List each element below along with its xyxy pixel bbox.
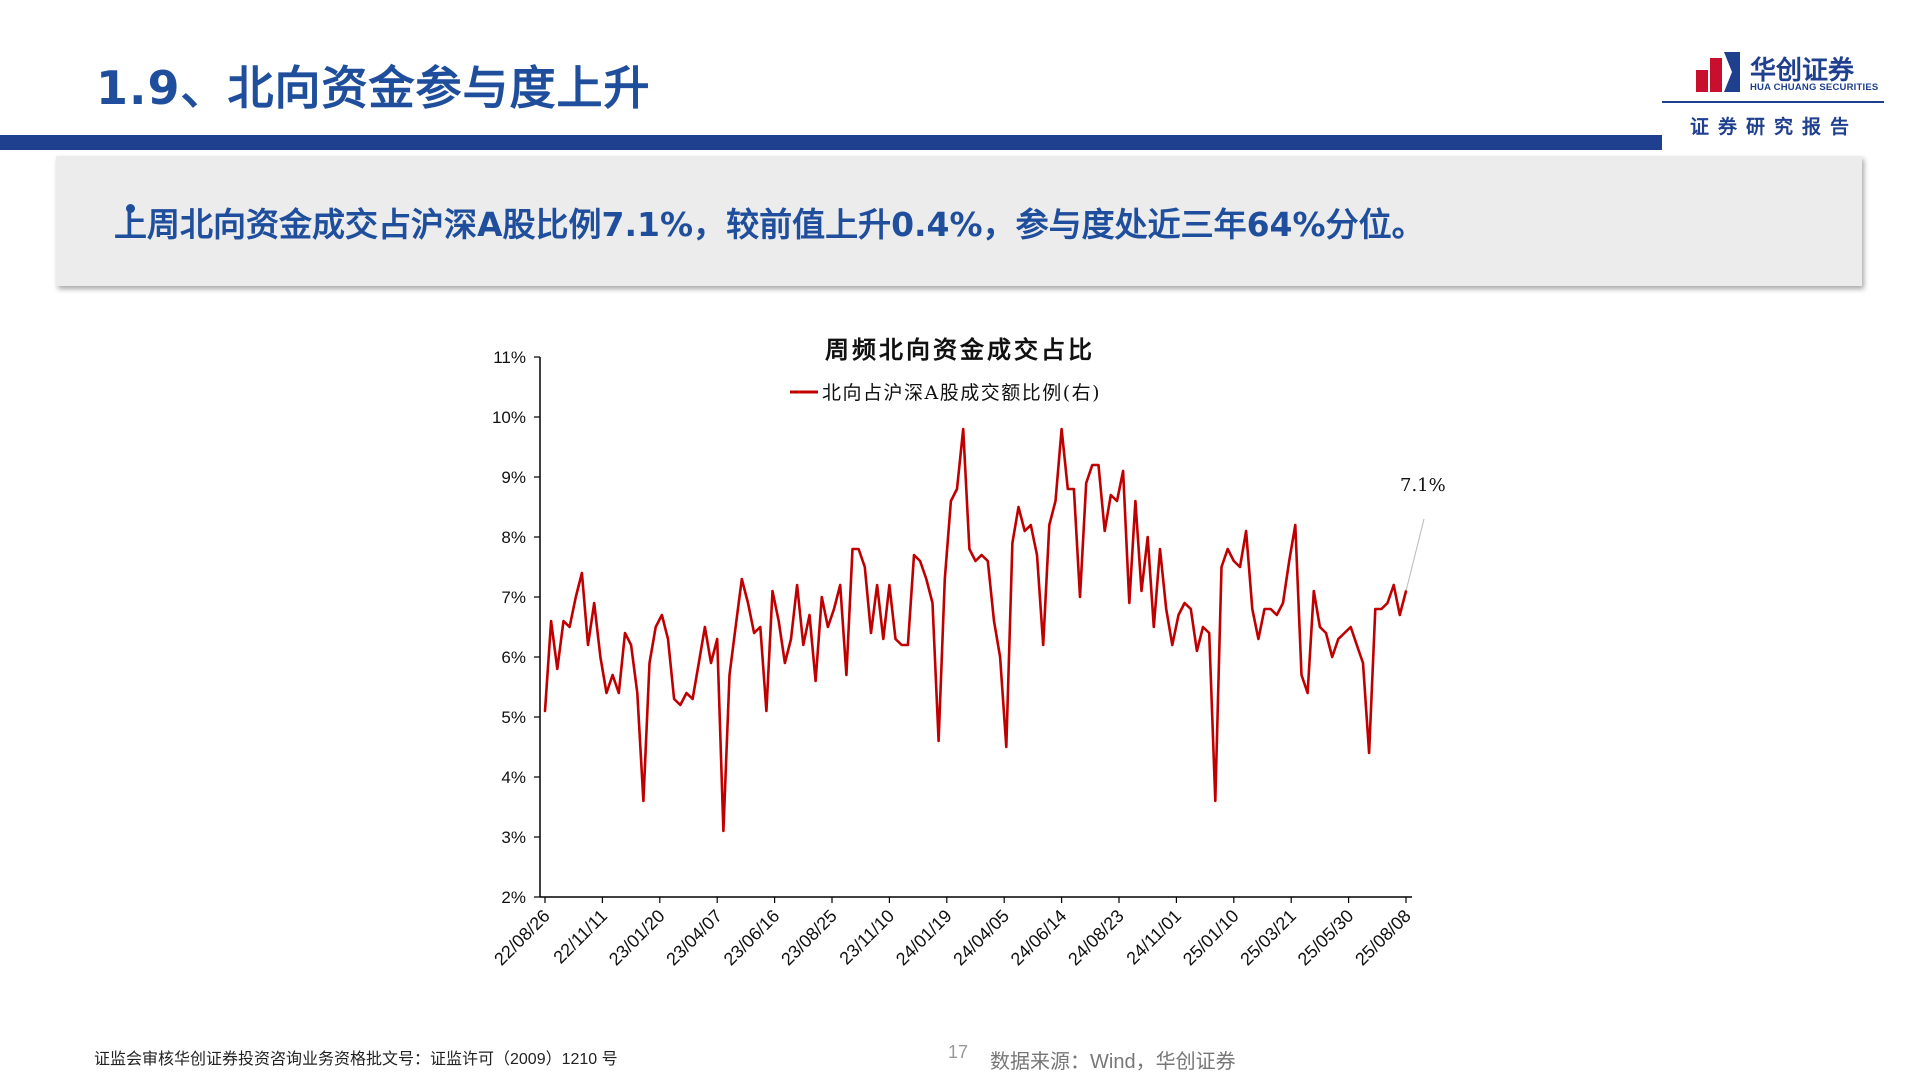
y-tick-label: 8% (501, 528, 526, 547)
report-tag: 证券研究报告 (1690, 116, 1859, 138)
x-tick-label: 23/11/10 (835, 906, 898, 969)
y-tick-label: 5% (501, 708, 526, 727)
y-tick-label: 10% (492, 408, 526, 427)
x-tick-label: 23/06/16 (720, 906, 784, 970)
x-tick-label: 25/05/30 (1294, 906, 1358, 970)
x-tick-label: 22/08/26 (490, 906, 554, 970)
annotation-label: 7.1% (1400, 475, 1446, 496)
summary-box: 上周北向资金成交占沪深A股比例7.1%，较前值上升0.4%，参与度处近三年64%… (56, 156, 1862, 286)
x-tick-label: 24/01/19 (892, 906, 956, 970)
y-tick-label: 9% (501, 468, 526, 487)
page-title: 1.9、北向资金参与度上升 (96, 61, 651, 115)
series-line (543, 427, 1408, 833)
x-tick-label: 24/04/05 (949, 906, 1013, 970)
page-number: 17 (948, 1042, 969, 1062)
header-bar (0, 135, 1662, 150)
x-tick-label: 24/06/14 (1007, 906, 1071, 970)
x-tick-label: 25/03/21 (1236, 906, 1300, 970)
y-tick-label: 7% (501, 588, 526, 607)
header-divider (1662, 101, 1884, 103)
hua-chuang-logo-icon (1696, 52, 1740, 92)
chart-title: 周频北向资金成交占比 (825, 335, 1095, 364)
company-logo: 华创证券 HUA CHUANG SECURITIES (1692, 50, 1878, 96)
y-tick-label: 3% (501, 828, 526, 847)
summary-text: 上周北向资金成交占沪深A股比例7.1%，较前值上升0.4%，参与度处近三年64%… (114, 205, 1425, 244)
y-tick-label: 6% (501, 648, 526, 667)
x-tick-label: 25/01/10 (1179, 906, 1243, 970)
license-note: 证监会审核华创证券投资咨询业务资格批文号：证监许可（2009）1210 号 (94, 1051, 618, 1068)
y-tick-label: 2% (501, 888, 526, 907)
x-tick-label: 23/01/20 (605, 906, 669, 970)
y-tick-label: 4% (501, 768, 526, 787)
bullet-point (126, 204, 135, 213)
x-tick-label: 24/11/01 (1122, 906, 1185, 969)
y-tick-label: 11% (493, 348, 526, 367)
x-tick-label: 24/08/23 (1064, 906, 1128, 970)
logo-text-en: HUA CHUANG SECURITIES (1750, 82, 1879, 93)
legend-label: 北向占沪深A股成交额比例(右) (822, 382, 1101, 404)
x-tick-label: 23/04/07 (662, 906, 726, 970)
x-tick-label: 22/11/11 (549, 906, 611, 968)
annotation-leader (1405, 518, 1425, 592)
data-source: 数据来源：Wind，华创证券 (990, 1051, 1236, 1073)
x-tick-label: 25/08/08 (1351, 906, 1415, 970)
x-tick-label: 23/08/25 (777, 906, 841, 970)
logo-text-cn: 华创证券 (1750, 56, 1855, 86)
